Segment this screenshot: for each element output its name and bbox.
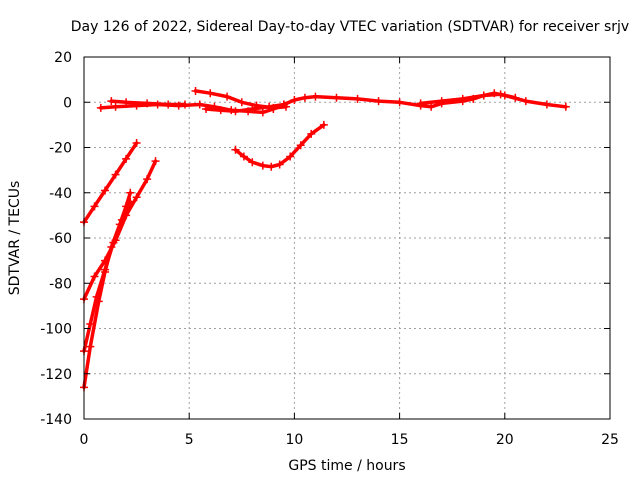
data-point [109,238,118,247]
data-point [231,145,240,154]
data-point [90,202,99,211]
data-point [195,100,204,109]
data-point [267,162,276,171]
data-point [216,106,225,115]
data-point [296,141,305,150]
data-point [248,105,257,114]
ticks [83,56,611,420]
data-point [126,197,135,206]
data-point [265,102,274,111]
data-point [332,93,341,102]
data-point [307,129,316,138]
data-point [132,193,141,202]
data-point [258,161,267,170]
data-point [353,94,362,103]
data-point [111,170,120,179]
data-point [191,86,200,95]
data-point [151,157,160,166]
series-5 [231,120,328,171]
x-tick-label: 15 [391,432,409,448]
data-point [101,265,110,274]
data-point [223,92,232,101]
x-tick-label: 20 [496,432,514,448]
data-point [237,98,246,107]
series-10 [416,90,520,108]
data-point [143,175,152,184]
data-point [248,158,257,167]
data-point [231,107,240,116]
series-line [82,159,158,301]
data-point [427,102,436,111]
data-point [180,100,189,109]
data-point [561,102,570,111]
data-point [202,105,211,114]
series-layer [80,86,570,392]
data-point [96,103,105,112]
x-tick-labels: 0 5 10 15 20 25 [80,432,619,448]
y-tick-label: 20 [54,50,72,66]
series-4 [80,197,135,356]
data-point [479,91,488,100]
series-9 [202,100,288,116]
y-tick-label: -80 [49,276,72,292]
data-point [290,95,299,104]
data-point [311,92,320,101]
data-point [111,102,120,111]
y-axis-label: SDTVAR / TECUs [7,181,23,296]
y-tick-label: -100 [40,322,72,338]
series-line [233,123,326,169]
y-tick-label: -60 [49,231,72,247]
data-point [496,90,505,99]
data-point [239,152,248,161]
data-point [279,100,288,109]
y-tick-label: -40 [49,186,72,202]
x-tick-label: 25 [601,432,619,448]
x-tick-label: 0 [80,432,89,448]
data-point [126,188,135,197]
chart-title: Day 126 of 2022, Sidereal Day-to-day VTE… [71,19,629,35]
series-7 [107,97,189,109]
data-point [258,108,267,117]
data-point [437,97,446,106]
data-point [86,319,95,328]
data-point [206,89,215,98]
data-point [275,160,284,169]
data-point [458,94,467,103]
data-point [521,97,530,106]
grid [84,57,610,419]
data-point [319,120,328,129]
data-point [117,215,126,224]
plot-frame [83,56,611,420]
data-point [122,98,131,107]
y-tick-label: -120 [40,367,72,383]
x-tick-label: 5 [185,432,194,448]
y-tick-labels: -140 -120 -100 -80 -60 -40 -20 0 20 [40,50,72,428]
data-point [542,100,551,109]
y-tick-label: -20 [49,141,72,157]
data-point [107,97,116,106]
y-tick-label: 0 [63,95,72,111]
series-line [82,141,139,224]
series-1 [80,138,141,227]
data-point [416,99,425,108]
data-point [374,97,383,106]
data-point [86,342,95,351]
x-axis-label: GPS time / hours [288,458,405,474]
data-point [300,93,309,102]
data-point [286,152,295,161]
data-point [90,272,99,281]
data-point [101,186,110,195]
x-tick-label: 10 [285,432,303,448]
data-point [92,292,101,301]
data-point [395,98,404,107]
data-point [122,154,131,163]
data-point [143,99,152,108]
data-point [132,138,141,147]
y-tick-label: -140 [40,412,72,428]
data-point [511,93,520,102]
data-point [164,100,173,109]
